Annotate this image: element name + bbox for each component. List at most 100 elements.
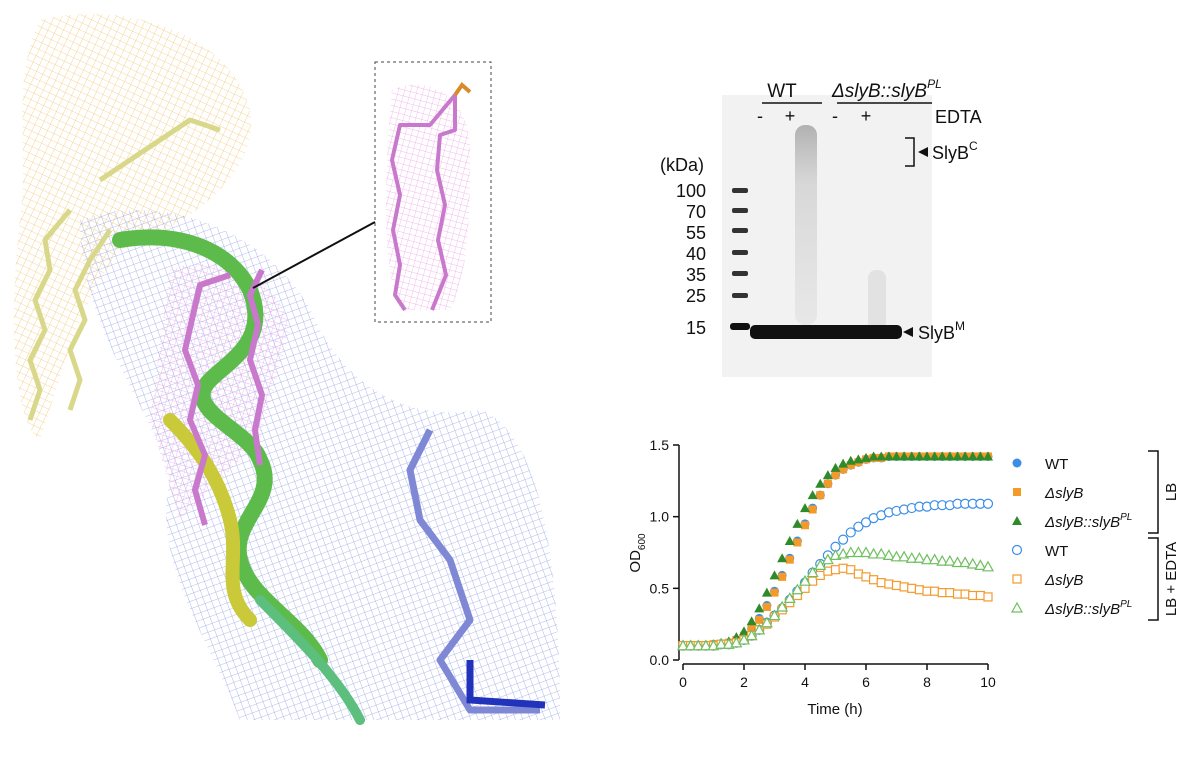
legend-marker [1011, 544, 1023, 556]
data-point [982, 498, 994, 509]
data-point [861, 572, 871, 582]
y-axis-title: OD600 [627, 533, 648, 573]
lane-group-label: WT [767, 81, 797, 102]
data-point [676, 639, 690, 651]
data-point [945, 588, 955, 598]
data-point [906, 451, 917, 461]
data-point [793, 538, 802, 547]
inset-box [374, 61, 492, 323]
legend-marker [1012, 516, 1022, 525]
lane-group-label-sup: PL [927, 77, 942, 91]
data-point [898, 550, 911, 562]
legend-label: ΔslyB::slyBPL [1044, 599, 1132, 618]
series [677, 498, 994, 651]
data-point [983, 592, 993, 602]
legend-label-main: ΔslyB::slyB [1044, 601, 1120, 618]
y-tick-label: 1.0 [650, 509, 670, 525]
data-point [783, 592, 796, 603]
band-label-sup: C [969, 139, 978, 153]
chain [406, 428, 540, 714]
x-axis-title: Time (h) [807, 701, 862, 718]
data-point [882, 549, 895, 560]
data-point [867, 547, 880, 559]
data-point [852, 546, 865, 558]
smear [795, 125, 817, 325]
callout-line [252, 221, 376, 289]
legend-label-main: ΔslyB::slyB [1044, 514, 1120, 531]
legend-label: ΔslyB [1044, 485, 1083, 502]
data-point [859, 546, 873, 558]
data-point [853, 454, 864, 464]
data-point [943, 554, 956, 566]
lane-label: - [757, 106, 763, 126]
band-label-main: SlyB [918, 323, 955, 343]
x-tick-label: 6 [862, 674, 870, 690]
legend-label: WT [1045, 456, 1068, 473]
series [678, 563, 993, 651]
data-point [692, 639, 705, 651]
data-point [952, 589, 963, 599]
data-point [792, 518, 803, 528]
bracket [905, 137, 915, 167]
data-point [929, 451, 940, 461]
data-point [814, 559, 827, 571]
data-point [845, 455, 856, 465]
data-point [928, 553, 941, 565]
data-point [937, 451, 948, 461]
data-point [784, 536, 795, 546]
legend-marker [1012, 458, 1022, 468]
data-point [778, 572, 787, 581]
data-point [807, 490, 818, 500]
legend-label-sup: PL [1120, 599, 1132, 610]
data-point [914, 585, 924, 595]
x-tick-label: 4 [801, 674, 809, 690]
data-point [960, 451, 971, 461]
data-point [944, 451, 955, 461]
data-point [868, 451, 879, 461]
data-point [684, 639, 697, 651]
data-point [838, 534, 849, 545]
data-point [815, 478, 826, 488]
x-tick-label: 10 [980, 674, 996, 690]
lane-group-label-main: ΔslyB::slyB [831, 81, 927, 102]
data-point [860, 517, 872, 528]
data-point [959, 556, 972, 568]
data-point [975, 451, 986, 461]
arrow [918, 147, 928, 157]
data-point [981, 560, 995, 572]
data-point [875, 547, 888, 559]
legend-label-main: WT [1045, 543, 1068, 560]
band-label: SlyBM [918, 319, 965, 343]
legend-label: ΔslyB [1044, 572, 1083, 589]
structure-panel [14, 14, 560, 725]
data-point [920, 553, 934, 565]
data-point [768, 609, 781, 621]
data-point [762, 602, 771, 611]
band-label-sup: M [955, 319, 965, 333]
data-point [761, 587, 772, 597]
ladder [730, 188, 750, 330]
data-point [899, 582, 909, 592]
group-label: LB [1163, 483, 1180, 501]
data-point [968, 590, 978, 601]
marker-label: 15 [686, 318, 706, 338]
x-tick-label: 2 [740, 674, 748, 690]
marker-label: 25 [686, 286, 706, 306]
data-point [883, 451, 894, 461]
data-point [930, 586, 940, 596]
series [676, 546, 995, 651]
data-point [846, 565, 856, 575]
data-point [769, 570, 780, 580]
data-point [747, 624, 756, 633]
phosphate [453, 82, 472, 97]
data-point [808, 576, 818, 586]
legend-marker [1010, 601, 1024, 613]
band [750, 325, 902, 339]
legend-marker [1013, 488, 1021, 496]
data-point [800, 503, 810, 513]
data-point [922, 586, 932, 596]
treatment-label: EDTA [935, 107, 982, 127]
group-label: LB + EDTA [1163, 542, 1180, 616]
